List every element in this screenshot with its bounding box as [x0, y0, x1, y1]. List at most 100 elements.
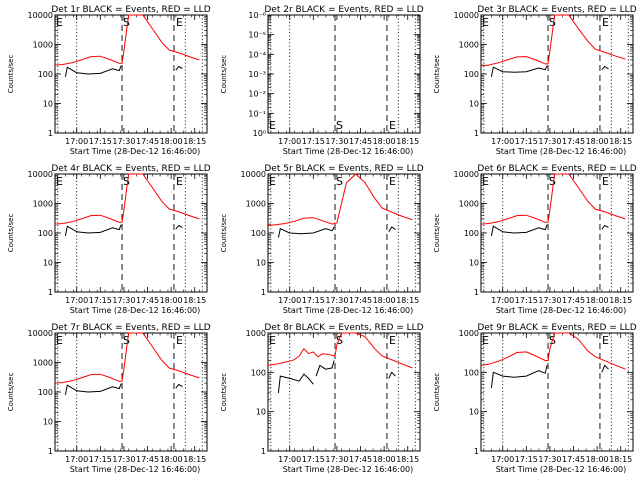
- series-events-line: [64, 65, 122, 77]
- x-tick-label: 18:00: [586, 455, 609, 464]
- x-tick-label: 17:15: [302, 137, 325, 146]
- panel-title: Det 2r BLACK = Events, RED = LLD: [264, 5, 423, 15]
- series-lld-line: [54, 332, 200, 384]
- x-tick-label: 17:00: [65, 137, 88, 146]
- x-tick-label: 18:00: [586, 296, 609, 305]
- series-lld-line: [54, 14, 200, 66]
- y-axis-label: Counts/sec: [7, 55, 15, 94]
- y-tick-label: 10: [469, 408, 479, 417]
- x-axis-label: Start Time (28-Dec-12 16:46:00): [70, 465, 201, 474]
- y-tick-label: 1: [474, 447, 479, 456]
- plot-frame: [54, 332, 208, 452]
- panel-title: Det 6r BLACK = Events, RED = LLD: [477, 164, 636, 174]
- end-marker-label: E: [389, 175, 396, 188]
- series-events-segment: [601, 364, 609, 373]
- panel-title: Det 4r BLACK = Events, RED = LLD: [51, 164, 210, 174]
- x-tick-label: 17:30: [538, 455, 561, 464]
- start-marker-label: S: [123, 334, 130, 347]
- x-tick-label: 18:00: [373, 296, 396, 305]
- y-tick-label: 10⁻⁵: [248, 31, 266, 40]
- x-tick-label: 17:30: [325, 296, 348, 305]
- x-tick-label: 17:30: [325, 137, 348, 146]
- x-tick-label: 18:00: [373, 455, 396, 464]
- series-lld-line: [480, 332, 626, 370]
- x-tick-label: 18:00: [160, 137, 183, 146]
- end-marker-label: E: [602, 334, 609, 347]
- corner-marker-label: E: [482, 16, 489, 29]
- x-tick-label: 17:45: [136, 137, 159, 146]
- corner-marker-label: E: [482, 175, 489, 188]
- x-axis-label: Start Time (28-Dec-12 16:46:00): [70, 306, 201, 315]
- x-axis-label: Start Time (28-Dec-12 16:46:00): [283, 306, 414, 315]
- y-tick-label: 100: [251, 229, 266, 238]
- y-tick-label: 1000: [33, 359, 53, 368]
- y-tick-label: 10: [469, 100, 479, 109]
- series-events-line: [490, 365, 548, 389]
- x-tick-label: 17:15: [89, 455, 112, 464]
- x-tick-label: 18:15: [609, 296, 632, 305]
- y-tick-label: 1: [261, 447, 266, 456]
- y-tick-label: 10⁻¹: [248, 109, 266, 118]
- x-tick-label: 17:00: [491, 455, 514, 464]
- panel-title: Det 9r BLACK = Events, RED = LLD: [477, 323, 636, 333]
- series-lld-line: [267, 332, 413, 369]
- y-axis-label: Counts/sec: [7, 214, 15, 253]
- panel-det-2: Det 2r BLACK = Events, RED = LLD Counts/s…: [220, 5, 424, 156]
- y-tick-label: 100: [38, 388, 53, 397]
- x-tick-label: 17:45: [562, 296, 585, 305]
- x-tick-label: 18:00: [160, 455, 183, 464]
- y-tick-label: 1: [48, 129, 53, 138]
- x-tick-label: 17:45: [349, 296, 372, 305]
- y-tick-label: 10⁻⁶: [248, 11, 266, 20]
- plot-frame: [267, 14, 421, 134]
- plot-frame: [480, 332, 634, 452]
- y-axis-label: Counts/sec: [7, 373, 15, 412]
- end-marker-label: E: [176, 334, 183, 347]
- corner-marker-label: E: [269, 175, 276, 188]
- y-tick-label: 10: [469, 259, 479, 268]
- x-tick-label: 18:15: [183, 296, 206, 305]
- x-tick-label: 17:15: [89, 296, 112, 305]
- x-axis-label: Start Time (28-Dec-12 16:46:00): [283, 465, 414, 474]
- start-marker-label: S: [336, 119, 343, 132]
- y-tick-label: 1: [48, 288, 53, 297]
- end-marker-label: E: [176, 16, 183, 29]
- y-tick-label: 1000: [459, 329, 479, 338]
- series-events-segment: [175, 224, 183, 230]
- y-axis-label: Counts/sec: [220, 55, 228, 94]
- panel-title: Det 8r BLACK = Events, RED = LLD: [264, 323, 423, 333]
- start-marker-label: S: [123, 175, 130, 188]
- panel-det-7: Det 7r BLACK = Events, RED = LLD Counts/s…: [7, 323, 211, 474]
- x-tick-label: 17:30: [112, 455, 135, 464]
- y-tick-label: 10000: [28, 329, 53, 338]
- x-tick-label: 18:00: [373, 137, 396, 146]
- series-events-line: [490, 65, 548, 77]
- y-tick-label: 1: [474, 129, 479, 138]
- y-tick-label: 10: [43, 418, 53, 427]
- series-events-segment: [388, 226, 396, 233]
- series-events-line: [64, 383, 122, 395]
- x-tick-label: 17:45: [349, 455, 372, 464]
- x-axis-label: Start Time (28-Dec-12 16:46:00): [496, 147, 627, 156]
- start-marker-label: S: [336, 334, 343, 347]
- plot-frame: [480, 173, 634, 293]
- panel-title: Det 7r BLACK = Events, RED = LLD: [51, 323, 210, 333]
- corner-marker-label: E: [56, 16, 63, 29]
- y-tick-label: 10000: [28, 11, 53, 20]
- plot-frame: [54, 173, 208, 293]
- series-events-segment: [601, 224, 609, 230]
- y-tick-label: 100: [464, 368, 479, 377]
- series-events-line: [277, 226, 335, 238]
- x-tick-label: 17:00: [278, 296, 301, 305]
- corner-marker-label: E: [269, 334, 276, 347]
- x-tick-label: 17:15: [515, 296, 538, 305]
- y-tick-label: 1000: [459, 200, 479, 209]
- x-tick-label: 17:15: [302, 455, 325, 464]
- x-tick-label: 17:30: [325, 455, 348, 464]
- series-lld-line: [267, 173, 413, 226]
- x-tick-label: 17:15: [89, 137, 112, 146]
- y-tick-label: 10⁻³: [248, 70, 266, 79]
- end-marker-label: E: [602, 16, 609, 29]
